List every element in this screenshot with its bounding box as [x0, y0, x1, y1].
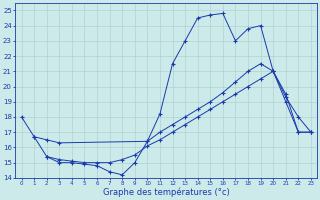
- X-axis label: Graphe des températures (°c): Graphe des températures (°c): [103, 188, 230, 197]
